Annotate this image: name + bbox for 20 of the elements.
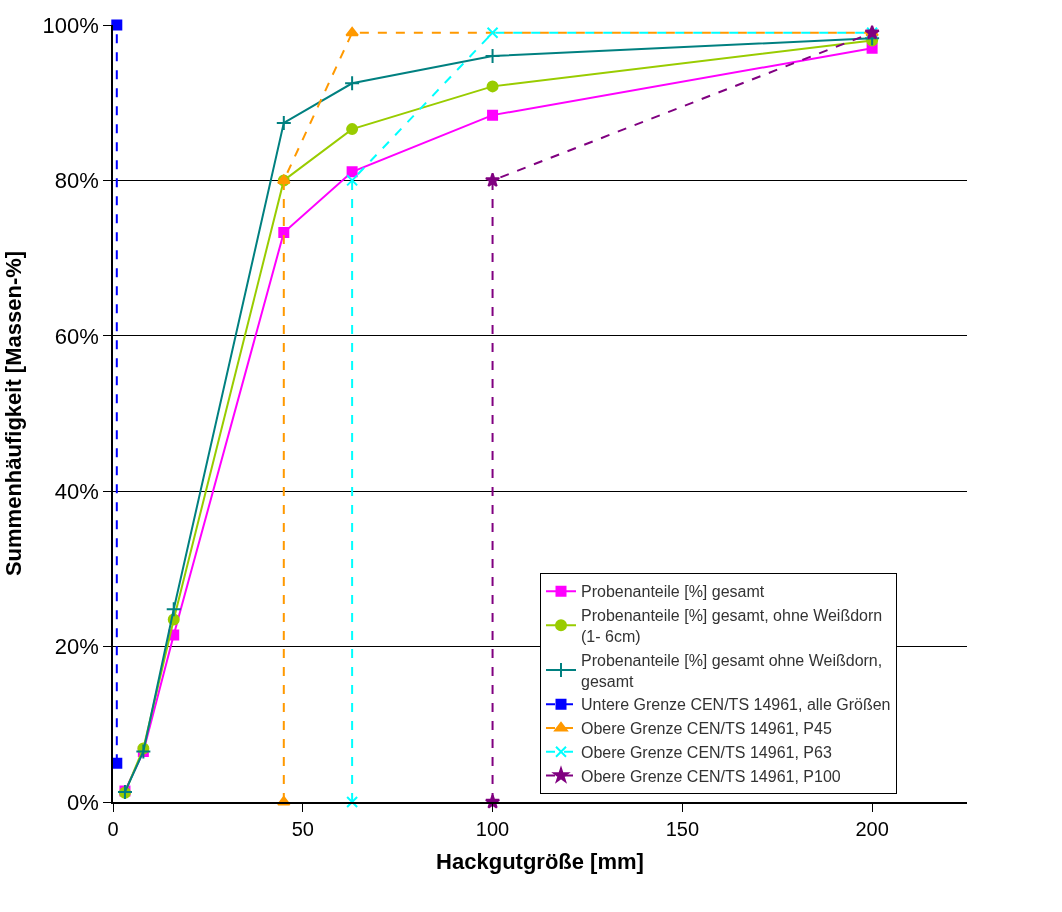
y-tick-label: 100% [42,12,99,38]
y-tick-label: 60% [54,323,99,349]
legend-label: Untere Grenze CEN/TS 14961, alle Größen [581,696,891,714]
x-axis-title: Hackgutgröße [mm] [436,849,644,875]
x-tick-label: 50 [291,817,314,840]
legend-label: Probenanteile [%] gesamt, ohne Weißdorn (1- 6cm) [581,607,883,645]
x-tick-label: 150 [665,817,700,840]
y-tick-label: 20% [54,634,99,660]
x-tick-label: 100 [475,817,510,840]
x-tick-label: 200 [855,817,889,840]
legend-label: Probenanteile [%] gesamt [581,583,765,601]
y-tick-label: 40% [54,478,99,504]
y-axis-title: Summenhäufigkeit [Massen-%] [0,250,26,577]
y-tick-label: 80% [54,168,99,194]
legend-label: Obere Grenze CEN/TS 14961, P63 [581,743,832,761]
x-tick-label: 0 [107,817,119,840]
y-tick-label: 0% [67,789,99,815]
legend-label: Obere Grenze CEN/TS 14961, P100 [581,767,841,785]
legend-label: Obere Grenze CEN/TS 14961, P45 [581,720,832,738]
legend-label: Probenanteile [%] gesamt ohne Weißdorn, gesamt [581,651,883,690]
